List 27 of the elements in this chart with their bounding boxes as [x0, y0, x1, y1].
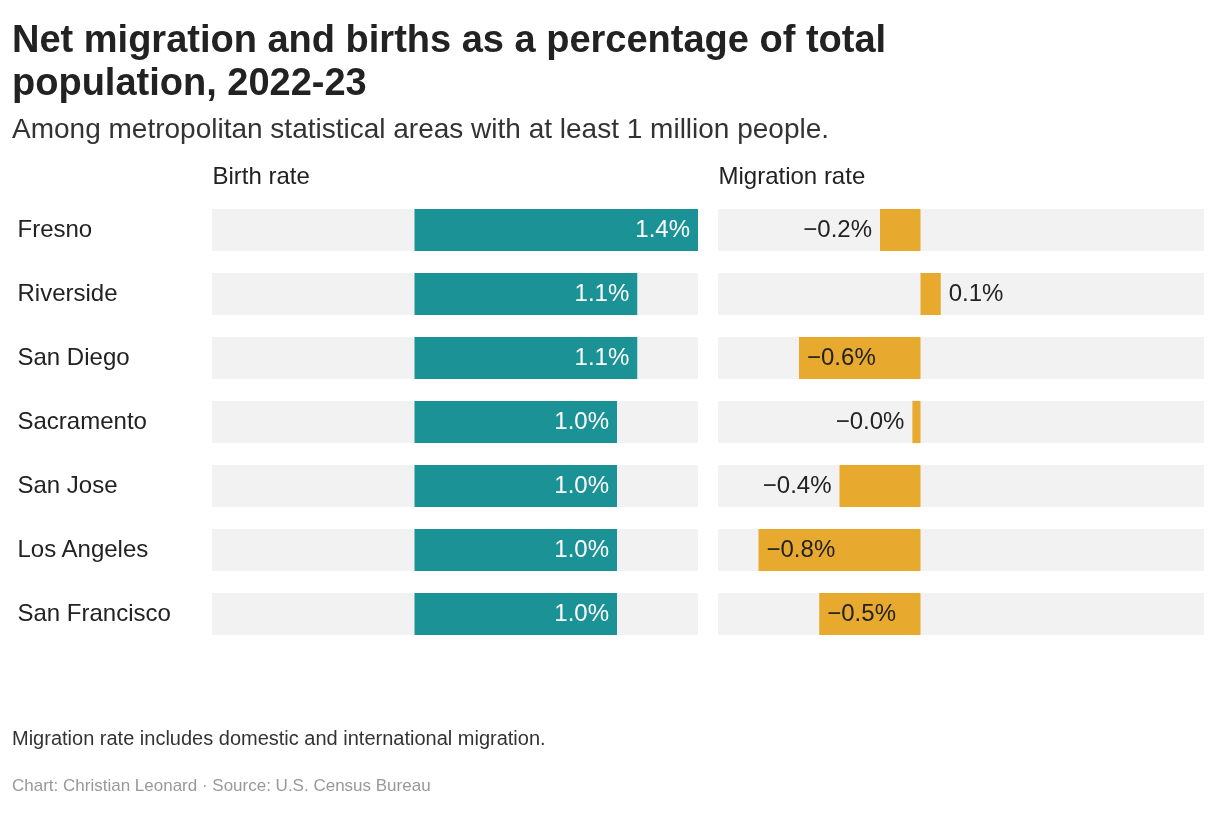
text: Chart: Christian Leonard · Source: U.S. Census Bureau [12, 776, 432, 797]
x-axis-title: Migration rate [718, 161, 866, 189]
data-label: 1.0% [554, 599, 609, 627]
data-label: 1.0% [554, 471, 609, 499]
y-tick-label: Los Angeles [17, 535, 149, 563]
y-tick-label: Riverside [17, 279, 118, 307]
y-tick-label: San Diego [17, 343, 130, 371]
data-label: 0.1% [948, 279, 1004, 307]
data-label: −0.6% [807, 343, 876, 371]
chart-subtitle: Among metropolitan statistical areas with at least 1 million people. [12, 113, 831, 146]
y-tick-label: Sacramento [17, 407, 147, 435]
data-label: 1.1% [574, 343, 630, 371]
data-label: −0.4% [762, 471, 832, 499]
y-tick-label: Fresno [17, 215, 93, 243]
y-tick-label: San Francisco [17, 599, 171, 627]
data-label: 1.4% [635, 215, 690, 243]
data-label: −0.2% [803, 215, 872, 243]
data-label: −0.8% [766, 535, 836, 563]
chart-title: Net migration and births as a percentage of total population, 2022-23 [12, 18, 888, 104]
y-tick-label: San Jose [17, 471, 118, 499]
data-label: −0.0% [835, 407, 905, 435]
data-label: −0.5% [827, 599, 896, 627]
data-label: 1.1% [574, 279, 630, 307]
text: Migration rate includes domestic and international migration. [12, 727, 547, 751]
data-label: 1.0% [554, 407, 609, 435]
x-axis-title: Birth rate [212, 161, 310, 189]
data-label: 1.0% [554, 535, 609, 563]
